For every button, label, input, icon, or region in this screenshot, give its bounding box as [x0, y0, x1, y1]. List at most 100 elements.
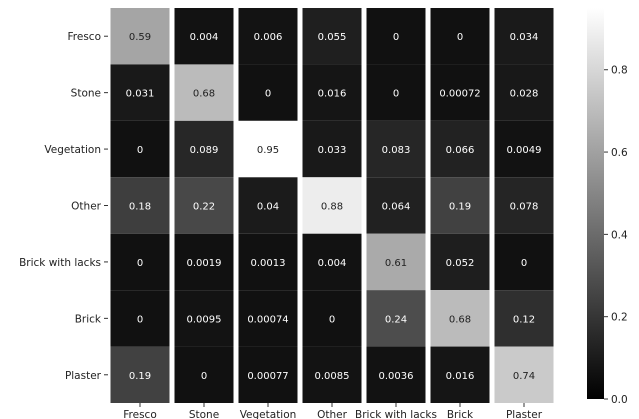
cell-value-label: 0.12	[513, 314, 535, 325]
cell-value-label: 0	[265, 89, 271, 100]
heatmap-cell	[302, 120, 362, 178]
cell-value-label: 0.0036	[379, 371, 414, 382]
heatmap-value-labels: 0.59 0.004 0.006 0.055 0 0 0.034 0.031 0.68 0 0.01…	[126, 32, 542, 382]
cell-value-label: 0.033	[318, 145, 347, 156]
cell-value-label: 0.74	[513, 371, 535, 382]
cell-value-label: 0.18	[129, 202, 151, 213]
heatmap-cell	[430, 8, 490, 65]
heatmap-cell	[302, 290, 362, 347]
heatmap-cell	[302, 8, 362, 65]
cell-value-label: 0.19	[449, 202, 471, 213]
column-tick-label: Fresco	[123, 409, 157, 419]
heatmap-cell	[110, 8, 170, 65]
row-tick-label: Brick	[75, 313, 102, 325]
cell-value-label: 0.028	[510, 89, 539, 100]
colorbar-gradient	[587, 8, 604, 399]
cell-value-label: 0.0095	[187, 314, 222, 325]
heatmap-cell	[174, 64, 234, 121]
cell-value-label: 0.00077	[247, 371, 288, 382]
heatmap-cell	[238, 346, 298, 403]
cell-value-label: 0.59	[129, 32, 151, 43]
heatmap-cell	[430, 233, 490, 291]
column-tick-label: Other	[317, 409, 347, 419]
column-axis: Fresco Stone Vegetation Other Brick with lac…	[123, 403, 543, 419]
colorbar-tick-label: 0.4	[611, 229, 628, 241]
cell-value-label: 0.004	[318, 258, 347, 269]
heatmap-cell	[174, 233, 234, 291]
heatmap-cell	[238, 64, 298, 121]
cell-value-label: 0.052	[446, 258, 475, 269]
cell-value-label: 0.22	[193, 202, 215, 213]
heatmap-cell	[494, 233, 554, 291]
cell-value-label: 0.24	[385, 314, 407, 325]
heatmap-cell	[174, 346, 234, 403]
cell-value-label: 0.88	[321, 202, 343, 213]
cell-value-label: 0.083	[382, 145, 411, 156]
heatmap-cell	[302, 346, 362, 403]
cell-value-label: 0.68	[449, 314, 471, 325]
cell-value-label: 0.034	[510, 32, 539, 43]
heatmap-cell	[494, 120, 554, 178]
cell-value-label: 0	[137, 258, 143, 269]
cell-value-label: 0.0085	[315, 371, 350, 382]
column-tick-label: Brick	[447, 409, 474, 419]
row-tick-label: Plaster	[65, 370, 102, 382]
cell-value-label: 0.089	[190, 145, 219, 156]
cell-value-label: 0.0019	[187, 258, 222, 269]
row-tick-label: Other	[71, 201, 101, 213]
cell-value-label: 0.031	[126, 89, 155, 100]
heatmap-cell	[174, 290, 234, 347]
cell-value-label: 0.004	[190, 32, 219, 43]
cell-value-label: 0	[329, 314, 335, 325]
heatmap-cell	[174, 177, 234, 234]
column-tick-label: Plaster	[506, 409, 543, 419]
colorbar-ticks: 0.0 0.2 0.4 0.6 0.8	[604, 65, 628, 406]
colorbar-tick-label: 0.6	[611, 147, 628, 159]
heatmap-cell	[366, 290, 426, 347]
heatmap-cell	[238, 233, 298, 291]
heatmap-cell	[110, 290, 170, 347]
heatmap-cell	[494, 177, 554, 234]
heatmap-cell	[110, 120, 170, 178]
cell-value-label: 0.064	[382, 202, 411, 213]
row-axis: Fresco Stone Vegetation Other Brick with lac…	[19, 31, 108, 382]
heatmap-cell	[494, 64, 554, 121]
heatmap-cell	[110, 64, 170, 121]
cell-value-label: 0.055	[318, 32, 347, 43]
row-tick-label: Stone	[71, 88, 101, 100]
cell-value-label: 0.19	[129, 371, 151, 382]
cell-value-label: 0.066	[446, 145, 475, 156]
colorbar-tick-label: 0.8	[611, 65, 628, 77]
heatmap-cell	[494, 290, 554, 347]
cell-value-label: 0	[201, 371, 207, 382]
heatmap-cell	[302, 64, 362, 121]
cell-value-label: 0.95	[257, 145, 279, 156]
cell-value-label: 0.006	[254, 32, 283, 43]
heatmap-cell	[366, 233, 426, 291]
cell-value-label: 0	[137, 145, 143, 156]
heatmap-cell	[366, 64, 426, 121]
heatmap-cell	[174, 120, 234, 178]
cell-value-label: 0	[521, 258, 527, 269]
column-tick-label: Stone	[189, 409, 219, 419]
column-tick-label: Brick with lacks	[355, 409, 437, 419]
cell-value-label: 0.00074	[247, 314, 288, 325]
heatmap-cell	[110, 346, 170, 403]
heatmap-cell	[238, 177, 298, 234]
cell-value-label: 0.016	[446, 371, 475, 382]
cell-value-label: 0	[393, 89, 399, 100]
cell-value-label: 0.00072	[439, 89, 480, 100]
heatmap-cell	[366, 346, 426, 403]
heatmap-cell	[366, 8, 426, 65]
heatmap-cell	[238, 120, 298, 178]
heatmap-cell	[366, 120, 426, 178]
heatmap-cell	[494, 346, 554, 403]
row-tick-label: Brick with lacks	[19, 257, 101, 269]
heatmap-cell	[302, 233, 362, 291]
cell-value-label: 0.04	[257, 202, 279, 213]
heatmap-cell	[302, 177, 362, 234]
colorbar-tick-label: 0.0	[611, 394, 628, 406]
cell-value-label: 0.016	[318, 89, 347, 100]
cell-value-label: 0	[393, 32, 399, 43]
